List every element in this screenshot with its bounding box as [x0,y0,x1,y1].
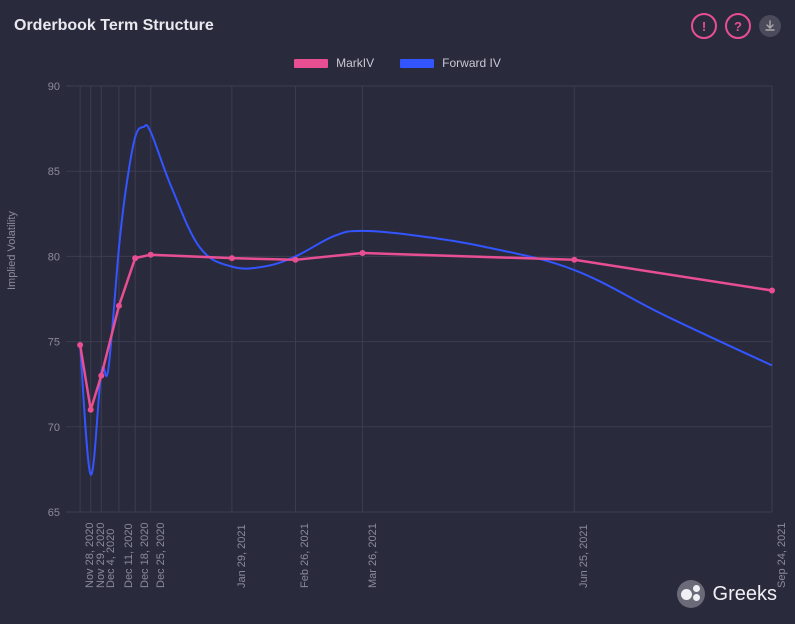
help-icon[interactable]: ? [725,13,751,39]
legend-item-markiv[interactable]: MarkIV [294,56,374,70]
svg-text:85: 85 [48,166,60,178]
header-action-group: ! ? [691,13,781,39]
panel-title: Orderbook Term Structure [14,17,214,35]
wechat-icon [677,580,705,608]
x-axis-labels: Nov 28, 2020Nov 29, 2020Dec 4, 2020Dec 1… [42,520,778,610]
watermark: Greeks [677,580,777,608]
panel-header: Orderbook Term Structure ! ? [14,12,781,40]
chart-legend: MarkIV Forward IV [0,56,795,70]
alert-icon[interactable]: ! [691,13,717,39]
download-icon[interactable] [759,15,781,37]
svg-text:75: 75 [48,337,60,349]
watermark-text: Greeks [713,583,777,606]
svg-text:70: 70 [48,422,60,434]
legend-label: Forward IV [442,56,501,70]
svg-text:80: 80 [48,251,60,263]
chart-svg: 65 70 75 80 85 90 [42,80,778,518]
legend-label: MarkIV [336,56,374,70]
legend-item-forwardiv[interactable]: Forward IV [400,56,501,70]
chart-plot-area: 65 70 75 80 85 90 [42,80,778,518]
chart-panel: Orderbook Term Structure ! ? MarkIV Forw… [0,0,795,624]
svg-text:65: 65 [48,507,60,519]
legend-swatch-forwardiv [400,59,434,68]
y-axis-label: Implied Volatility [6,211,18,290]
svg-text:90: 90 [48,81,60,93]
legend-swatch-markiv [294,59,328,68]
